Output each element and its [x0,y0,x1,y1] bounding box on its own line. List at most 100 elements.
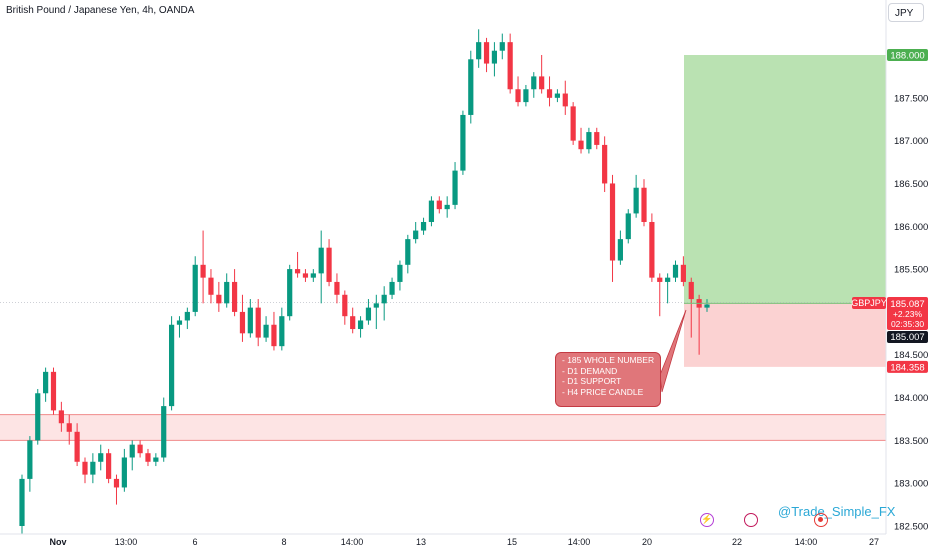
y-tick-label: 183.000 [894,479,928,490]
candle-body [287,269,293,317]
y-tick-label: 187.500 [894,93,928,104]
candle-body [74,431,80,462]
current-price-box [887,297,928,330]
current-price-countdown: 02:35:30 [891,319,924,329]
candle-body [82,461,88,475]
record-icon[interactable] [814,513,828,527]
support-zone [0,414,886,441]
candle-body [66,423,72,432]
candle-body [688,281,694,300]
candle-body [334,281,340,295]
candle-body [263,324,269,338]
candle-body [665,277,671,282]
y-tick-label: 186.500 [894,179,928,190]
candle-body [428,200,435,222]
x-tick-label: 15 [507,537,517,547]
candle-body [302,273,309,278]
target-price-label: 188.000 [890,51,924,62]
candle-body [483,42,490,64]
candle-body [523,89,529,103]
candle-body [279,316,285,347]
stop-zone [684,303,886,367]
annotation-callout[interactable]: - 185 WHOLE NUMBER - D1 DEMAND - D1 SUPP… [555,352,661,407]
candle-body [350,316,356,330]
candle-body [531,76,537,90]
candle-body [224,281,230,304]
candle-body [231,281,238,312]
candle-body [452,170,458,205]
x-tick-label: Nov [49,537,66,547]
y-tick-label: 184.500 [894,350,928,361]
candle-body [357,320,364,330]
candle-body [507,42,513,90]
candle-body [137,444,143,454]
current-price-change: +2.23% [893,309,923,319]
candle-body [19,478,25,526]
candle-body [641,187,647,222]
calendar-icon[interactable] [744,513,758,527]
candle-body [633,187,639,214]
candle-body [468,59,474,115]
x-tick-label: 14:00 [568,537,591,547]
y-tick-label: 182.500 [894,522,928,533]
candle-body [476,42,482,60]
candle-body [176,320,183,325]
y-tick-label: 186.000 [894,222,928,233]
currency-button[interactable]: JPY [888,3,924,22]
candle-body [310,273,316,278]
candle-body [680,264,686,282]
candle-body [98,453,104,462]
stop-price-label: 184.358 [890,362,924,373]
candle-body [90,461,96,475]
candle-body [578,140,584,150]
symbol-tag-label: GBPJPY [851,298,887,308]
candle-body [184,311,190,321]
candle-body [594,132,600,145]
lightning-icon[interactable]: ⚡ [700,513,714,527]
candle-body [208,277,214,295]
candle-body [247,307,253,334]
candle-body [405,239,411,265]
target-price-box [887,49,928,61]
candle-body [397,264,403,282]
x-tick-label: 8 [281,537,286,547]
candle-body [200,264,206,278]
candle-body [129,444,135,458]
candle-body [161,406,167,458]
y-tick-label: 187.000 [894,136,928,147]
candle-body [192,264,198,312]
candle-body [460,114,466,171]
x-tick-label: 13 [416,537,426,547]
target-zone [684,55,886,304]
crosshair-price-box [887,331,928,343]
candle-body [153,457,159,462]
candle-body [389,281,395,295]
x-tick-label: 13:00 [115,537,138,547]
candle-body [554,93,561,98]
candle-body [168,324,175,407]
candle-body [58,410,64,424]
candle-body [562,93,568,107]
candle-body [499,42,505,51]
candle-body [672,264,679,278]
annotation-line: - D1 SUPPORT [562,376,622,386]
candle-body [365,307,372,321]
candle-body [617,239,623,261]
candle-body [436,200,442,210]
candle-body [318,247,324,274]
candle-body [625,213,631,240]
stop-price-box [887,360,928,373]
annotation-line: - H4 PRICE CANDLE [562,386,644,397]
candle-body [539,76,545,90]
x-tick-label: 20 [642,537,652,547]
price-axis [886,0,932,550]
candle-body [216,294,222,304]
annotation-line: - 185 WHOLE NUMBER [562,355,655,365]
x-tick-label: 22 [732,537,742,547]
candle-body [515,89,521,103]
candle-body [326,247,332,282]
candle-body [50,371,57,411]
candle-body [491,50,498,64]
candle-body [106,453,112,479]
